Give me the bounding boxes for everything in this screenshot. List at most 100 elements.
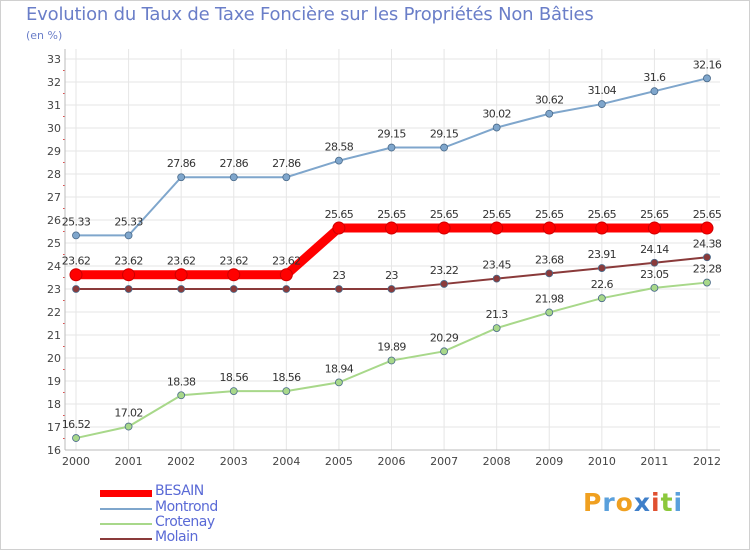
y-tick-label: 22 xyxy=(47,306,61,319)
data-point-besain xyxy=(595,221,609,235)
data-point-besain xyxy=(69,268,83,282)
data-point-besain xyxy=(332,221,346,235)
data-point-crotenay xyxy=(177,391,186,400)
data-label-montrond: 31.04 xyxy=(588,84,617,97)
data-point-crotenay xyxy=(703,278,711,287)
data-point-montrond xyxy=(387,143,396,152)
data-point-montrond xyxy=(124,231,133,240)
data-label-crotenay: 23.28 xyxy=(693,263,722,276)
data-point-besain xyxy=(437,221,451,235)
data-point-molain xyxy=(72,285,80,293)
data-point-besain xyxy=(279,268,293,282)
logo-letter: i xyxy=(673,488,684,517)
y-tick-label: 19 xyxy=(47,375,61,388)
data-point-molain xyxy=(492,274,501,283)
data-point-molain xyxy=(387,285,396,293)
y-tick-label: 21 xyxy=(47,329,61,342)
data-point-montrond xyxy=(177,173,186,182)
data-label-molain: 23 xyxy=(333,269,346,282)
data-label-molain: 23.68 xyxy=(535,253,564,266)
data-point-montrond xyxy=(597,100,606,108)
data-label-montrond: 29.15 xyxy=(430,128,459,141)
x-tick-label: 2002 xyxy=(167,455,195,468)
data-label-crotenay: 18.38 xyxy=(167,375,196,388)
data-point-besain xyxy=(490,221,504,235)
data-point-molain xyxy=(229,285,238,293)
x-tick-label: 2011 xyxy=(640,455,668,468)
logo-letter: P xyxy=(583,488,603,517)
x-tick-label: 2012 xyxy=(693,455,721,468)
x-tick-label: 2010 xyxy=(588,455,616,468)
data-point-montrond xyxy=(282,173,291,182)
y-tick-label: 29 xyxy=(47,145,61,158)
data-label-besain: 25.65 xyxy=(377,208,406,221)
x-tick-label: 2009 xyxy=(535,455,563,468)
data-point-montrond xyxy=(229,173,238,182)
data-label-molain: 24.38 xyxy=(693,237,722,250)
data-label-crotenay: 16.52 xyxy=(62,418,91,431)
data-point-molain xyxy=(597,264,606,272)
data-label-crotenay: 23.05 xyxy=(640,268,669,281)
legend-swatch-molain xyxy=(100,538,152,540)
data-label-montrond: 30.62 xyxy=(535,94,564,107)
data-label-besain: 25.65 xyxy=(535,208,564,221)
y-tick-label: 20 xyxy=(47,352,61,365)
y-tick-label: 27 xyxy=(47,191,61,204)
data-point-molain xyxy=(440,280,448,288)
data-point-crotenay xyxy=(124,422,133,431)
x-tick-label: 2007 xyxy=(430,455,458,468)
x-tick-label: 2003 xyxy=(220,455,248,468)
data-point-crotenay xyxy=(597,294,606,303)
data-label-crotenay: 19.89 xyxy=(377,341,406,354)
x-tick-label: 2005 xyxy=(325,455,353,468)
data-label-molain: 23.91 xyxy=(588,248,617,261)
x-tick-label: 2004 xyxy=(272,455,300,468)
data-point-crotenay xyxy=(545,308,554,317)
data-label-crotenay: 21.3 xyxy=(486,308,509,321)
data-label-besain: 25.65 xyxy=(325,208,354,221)
y-tick-label: 25 xyxy=(47,237,61,250)
data-label-besain: 25.65 xyxy=(588,208,617,221)
data-point-besain xyxy=(700,221,714,235)
y-tick-label: 33 xyxy=(47,53,61,66)
data-point-besain xyxy=(227,268,241,282)
data-label-besain: 25.65 xyxy=(482,208,511,221)
data-label-crotenay: 20.29 xyxy=(430,331,459,344)
data-point-montrond xyxy=(492,123,501,132)
data-point-molain xyxy=(177,285,186,293)
data-point-montrond xyxy=(703,74,711,83)
data-point-besain xyxy=(174,268,188,282)
x-tick-label: 2000 xyxy=(62,455,90,468)
data-label-besain: 23.62 xyxy=(114,255,143,268)
legend-label-crotenay: Crotenay xyxy=(155,514,215,530)
y-tick-label: 17 xyxy=(47,421,61,434)
data-label-montrond: 25.33 xyxy=(62,215,91,228)
logo-letter: t xyxy=(660,488,674,517)
data-point-molain xyxy=(650,258,659,267)
data-point-molain xyxy=(703,253,711,262)
data-point-crotenay xyxy=(72,434,80,442)
data-label-montrond: 27.86 xyxy=(167,157,196,170)
data-label-crotenay: 18.56 xyxy=(272,371,301,384)
data-point-besain xyxy=(542,221,556,235)
data-label-montrond: 31.6 xyxy=(643,71,666,84)
data-label-montrond: 25.33 xyxy=(114,215,143,228)
legend-swatch-besain xyxy=(100,490,152,497)
y-tick-label: 26 xyxy=(47,214,61,227)
data-label-molain: 23.22 xyxy=(430,264,459,277)
data-label-montrond: 29.15 xyxy=(377,128,406,141)
logo-letter: r xyxy=(602,488,616,517)
y-tick-label: 32 xyxy=(47,76,61,89)
data-point-montrond xyxy=(335,156,343,165)
x-tick-label: 2006 xyxy=(378,455,406,468)
legend-label-molain: Molain xyxy=(155,529,198,545)
data-label-crotenay: 21.98 xyxy=(535,292,564,305)
proxiti-logo: Proxiti xyxy=(583,488,683,517)
data-point-molain xyxy=(124,285,133,293)
data-point-besain xyxy=(647,221,661,235)
data-point-crotenay xyxy=(650,283,659,292)
y-tick-label: 30 xyxy=(47,122,61,135)
data-label-crotenay: 22.6 xyxy=(591,278,614,291)
data-label-crotenay: 18.94 xyxy=(325,362,354,375)
x-tick-label: 2008 xyxy=(483,455,511,468)
